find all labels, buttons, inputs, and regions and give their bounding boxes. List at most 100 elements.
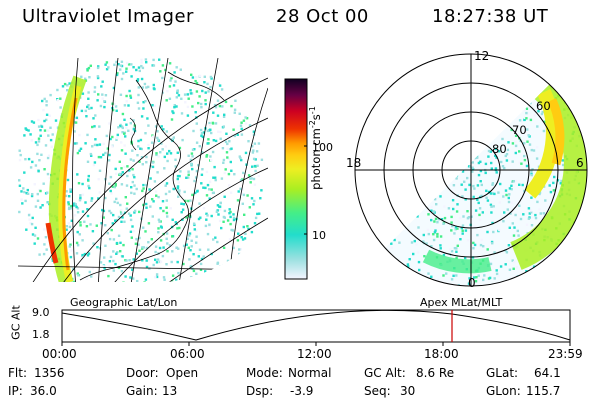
emission-pixel (191, 148, 195, 151)
emission-pixel (523, 189, 526, 193)
emission-pixel (416, 215, 419, 218)
emission-pixel (504, 249, 507, 252)
emission-pixel (49, 93, 52, 97)
emission-pixel (129, 94, 132, 97)
emission-pixel (122, 72, 125, 75)
emission-pixel (401, 140, 404, 143)
emission-pixel (439, 177, 442, 180)
emission-pixel (43, 228, 46, 231)
emission-pixel (84, 77, 87, 80)
emission-pixel (479, 107, 482, 111)
emission-pixel (493, 277, 496, 280)
emission-pixel (46, 156, 50, 160)
emission-pixel (87, 174, 90, 178)
emission-pixel (205, 154, 209, 157)
emission-pixel (65, 225, 68, 228)
emission-pixel (253, 183, 257, 186)
emission-pixel (166, 215, 169, 218)
emission-pixel (112, 238, 116, 241)
emission-pixel (190, 73, 193, 76)
emission-pixel (507, 200, 511, 204)
emission-pixel (222, 158, 226, 162)
emission-pixel (186, 237, 189, 240)
emission-pixel (92, 242, 95, 245)
emission-pixel (211, 191, 215, 195)
emission-pixel (121, 126, 124, 130)
emission-pixel (165, 211, 169, 215)
emission-pixel (81, 253, 84, 257)
emission-pixel (119, 210, 123, 213)
emission-pixel (120, 77, 124, 81)
emission-pixel (518, 134, 521, 137)
emission-pixel (157, 218, 161, 221)
emission-pixel (468, 83, 471, 86)
emission-pixel (158, 58, 161, 61)
emission-pixel (85, 115, 88, 118)
emission-pixel (73, 214, 77, 217)
emission-pixel (510, 188, 513, 191)
emission-pixel (509, 212, 512, 215)
emission-pixel (243, 213, 246, 216)
emission-pixel (416, 199, 419, 202)
emission-pixel (541, 110, 544, 114)
emission-pixel (467, 216, 471, 219)
emission-pixel (128, 89, 131, 93)
timeline-xtick-0600: 06:00 (170, 347, 205, 361)
emission-pixel (127, 63, 131, 66)
emission-pixel (433, 187, 436, 190)
emission-pixel (186, 114, 190, 117)
emission-pixel (460, 90, 463, 93)
emission-pixel (141, 246, 144, 249)
emission-pixel (153, 180, 157, 183)
emission-pixel (392, 195, 395, 198)
emission-pixel (115, 109, 118, 112)
emission-pixel (501, 137, 504, 141)
emission-pixel (69, 207, 72, 210)
emission-pixel (169, 79, 172, 82)
emission-pixel (156, 258, 160, 261)
emission-pixel (156, 136, 159, 140)
emission-pixel (455, 247, 458, 250)
emission-pixel (159, 239, 163, 242)
emission-pixel (404, 212, 407, 215)
emission-pixel (507, 119, 511, 122)
emission-pixel (436, 103, 440, 106)
emission-pixel (217, 82, 220, 85)
emission-pixel (473, 225, 476, 228)
emission-pixel (174, 158, 177, 161)
mlt-label-18: 18 (346, 156, 361, 170)
emission-pixel (422, 233, 425, 237)
emission-pixel (202, 255, 205, 258)
emission-pixel (97, 93, 100, 96)
emission-pixel (177, 287, 179, 289)
emission-pixel (365, 144, 368, 147)
emission-pixel (199, 216, 202, 219)
emission-pixel (240, 192, 244, 195)
emission-pixel (135, 187, 138, 191)
emission-pixel (198, 145, 201, 148)
emission-pixel (219, 130, 222, 134)
emission-pixel (417, 162, 420, 165)
emission-pixel (455, 274, 458, 277)
emission-pixel (113, 63, 116, 66)
emission-pixel (209, 85, 212, 89)
timeline-ytick-1-8: 1.8 (32, 328, 50, 341)
emission-pixel (479, 243, 483, 247)
emission-pixel (68, 245, 71, 248)
emission-pixel (91, 230, 95, 233)
emission-pixel (45, 248, 48, 251)
emission-pixel (138, 160, 141, 163)
emission-pixel (120, 141, 123, 144)
emission-pixel (359, 192, 362, 195)
emission-pixel (492, 230, 495, 234)
coastline-north (167, 71, 225, 101)
emission-pixel (498, 113, 501, 117)
emission-pixel (439, 235, 443, 238)
emission-pixel (145, 183, 148, 187)
emission-pixel (193, 285, 195, 287)
colorbar-unit-label: photon cm-2s-1 (308, 88, 324, 208)
emission-pixel (209, 75, 213, 79)
emission-pixel (171, 280, 174, 282)
emission-pixel (439, 195, 442, 198)
emission-pixel (421, 99, 424, 103)
